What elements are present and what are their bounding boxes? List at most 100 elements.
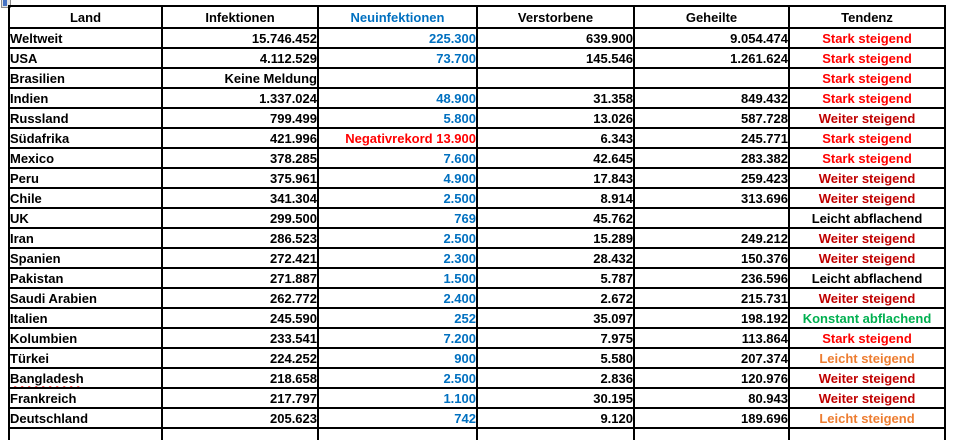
cell-geheilte[interactable]: 120.976	[633, 367, 790, 389]
cell-tendenz[interactable]: Weiter steigend	[788, 367, 946, 389]
cell-empty[interactable]	[161, 427, 319, 440]
column-header-land[interactable]: Land	[8, 5, 163, 29]
cell-empty[interactable]	[476, 427, 635, 440]
cell-neuinfektionen[interactable]: 225.300	[317, 27, 478, 49]
cell-neuinfektionen[interactable]: 48.900	[317, 87, 478, 109]
cell-land[interactable]: Frankreich	[8, 387, 163, 409]
cell-geheilte[interactable]: 236.596	[633, 267, 790, 289]
cell-infektionen[interactable]: 341.304	[161, 187, 319, 209]
cell-land[interactable]: Russland	[8, 107, 163, 129]
cell-neuinfektionen[interactable]: 73.700	[317, 47, 478, 69]
cell-verstorbene[interactable]: 5.787	[476, 267, 635, 289]
cell-verstorbene[interactable]: 35.097	[476, 307, 635, 329]
cell-tendenz[interactable]: Leicht abflachend	[788, 207, 946, 229]
cell-geheilte[interactable]: 215.731	[633, 287, 790, 309]
cell-verstorbene[interactable]: 2.672	[476, 287, 635, 309]
cell-geheilte[interactable]: 1.261.624	[633, 47, 790, 69]
cell-verstorbene[interactable]: 15.289	[476, 227, 635, 249]
cell-verstorbene[interactable]: 30.195	[476, 387, 635, 409]
cell-land[interactable]: Spanien	[8, 247, 163, 269]
cell-infektionen[interactable]: 205.623	[161, 407, 319, 429]
cell-neuinfektionen[interactable]: 2.500	[317, 227, 478, 249]
cell-geheilte[interactable]: 150.376	[633, 247, 790, 269]
cell-geheilte[interactable]: 207.374	[633, 347, 790, 369]
cell-geheilte[interactable]	[633, 207, 790, 229]
cell-infektionen[interactable]: 421.996	[161, 127, 319, 149]
cell-empty[interactable]	[8, 427, 163, 440]
cell-verstorbene[interactable]: 6.343	[476, 127, 635, 149]
cell-neuinfektionen[interactable]: 5.800	[317, 107, 478, 129]
cell-geheilte[interactable]: 259.423	[633, 167, 790, 189]
cell-land[interactable]: Iran	[8, 227, 163, 249]
cell-land[interactable]: USA	[8, 47, 163, 69]
cell-neuinfektionen[interactable]: 900	[317, 347, 478, 369]
column-header-geheilte[interactable]: Geheilte	[633, 5, 790, 29]
cell-infektionen[interactable]: 4.112.529	[161, 47, 319, 69]
cell-infektionen[interactable]: 217.797	[161, 387, 319, 409]
cell-tendenz[interactable]: Konstant abflachend	[788, 307, 946, 329]
cell-neuinfektionen[interactable]: 2.400	[317, 287, 478, 309]
cell-land[interactable]: Peru	[8, 167, 163, 189]
cell-empty[interactable]	[633, 427, 790, 440]
cell-tendenz[interactable]: Stark steigend	[788, 87, 946, 109]
cell-neuinfektionen[interactable]: 2.500	[317, 187, 478, 209]
cell-tendenz[interactable]: Weiter steigend	[788, 167, 946, 189]
cell-infektionen[interactable]: 375.961	[161, 167, 319, 189]
cell-infektionen[interactable]: 299.500	[161, 207, 319, 229]
cell-land[interactable]: Südafrika	[8, 127, 163, 149]
cell-land[interactable]: Brasilien	[8, 67, 163, 89]
cell-neuinfektionen[interactable]: 1.500	[317, 267, 478, 289]
cell-infektionen[interactable]: 262.772	[161, 287, 319, 309]
column-header-neuinfektionen[interactable]: Neuinfektionen	[317, 5, 478, 29]
cell-tendenz[interactable]: Stark steigend	[788, 27, 946, 49]
cell-tendenz[interactable]: Leicht steigend	[788, 407, 946, 429]
cell-land[interactable]: Bangladesh	[8, 367, 163, 389]
cell-tendenz[interactable]: Leicht abflachend	[788, 267, 946, 289]
cell-verstorbene[interactable]: 28.432	[476, 247, 635, 269]
cell-infektionen[interactable]: 15.746.452	[161, 27, 319, 49]
paste-options-icon[interactable]	[1, 0, 11, 8]
cell-infektionen[interactable]: 233.541	[161, 327, 319, 349]
cell-tendenz[interactable]: Weiter steigend	[788, 247, 946, 269]
cell-geheilte[interactable]: 249.212	[633, 227, 790, 249]
cell-empty[interactable]	[788, 427, 946, 440]
cell-infektionen[interactable]: 286.523	[161, 227, 319, 249]
cell-geheilte[interactable]: 113.864	[633, 327, 790, 349]
cell-neuinfektionen[interactable]	[317, 67, 478, 89]
cell-empty[interactable]	[317, 427, 478, 440]
cell-land[interactable]: Italien	[8, 307, 163, 329]
cell-tendenz[interactable]: Leicht steigend	[788, 347, 946, 369]
cell-geheilte[interactable]	[633, 67, 790, 89]
cell-tendenz[interactable]: Weiter steigend	[788, 387, 946, 409]
column-header-tendenz[interactable]: Tendenz	[788, 5, 946, 29]
cell-tendenz[interactable]: Stark steigend	[788, 327, 946, 349]
cell-geheilte[interactable]: 80.943	[633, 387, 790, 409]
cell-verstorbene[interactable]: 45.762	[476, 207, 635, 229]
cell-neuinfektionen[interactable]: 2.500	[317, 367, 478, 389]
cell-neuinfektionen[interactable]: 252	[317, 307, 478, 329]
cell-infektionen[interactable]: 218.658	[161, 367, 319, 389]
cell-tendenz[interactable]: Weiter steigend	[788, 227, 946, 249]
cell-neuinfektionen[interactable]: Negativrekord 13.900	[317, 127, 478, 149]
cell-geheilte[interactable]: 245.771	[633, 127, 790, 149]
cell-land[interactable]: Indien	[8, 87, 163, 109]
cell-infektionen[interactable]: 272.421	[161, 247, 319, 269]
cell-neuinfektionen[interactable]: 2.300	[317, 247, 478, 269]
cell-land[interactable]: UK	[8, 207, 163, 229]
cell-land[interactable]: Saudi Arabien	[8, 287, 163, 309]
cell-neuinfektionen[interactable]: 4.900	[317, 167, 478, 189]
cell-verstorbene[interactable]: 31.358	[476, 87, 635, 109]
cell-verstorbene[interactable]: 7.975	[476, 327, 635, 349]
cell-verstorbene[interactable]: 2.836	[476, 367, 635, 389]
cell-verstorbene[interactable]	[476, 67, 635, 89]
cell-geheilte[interactable]: 9.054.474	[633, 27, 790, 49]
cell-land[interactable]: Pakistan	[8, 267, 163, 289]
cell-geheilte[interactable]: 849.432	[633, 87, 790, 109]
cell-land[interactable]: Türkei	[8, 347, 163, 369]
cell-verstorbene[interactable]: 17.843	[476, 167, 635, 189]
cell-land[interactable]: Weltweit	[8, 27, 163, 49]
cell-verstorbene[interactable]: 145.546	[476, 47, 635, 69]
cell-tendenz[interactable]: Stark steigend	[788, 47, 946, 69]
cell-verstorbene[interactable]: 9.120	[476, 407, 635, 429]
cell-neuinfektionen[interactable]: 7.600	[317, 147, 478, 169]
